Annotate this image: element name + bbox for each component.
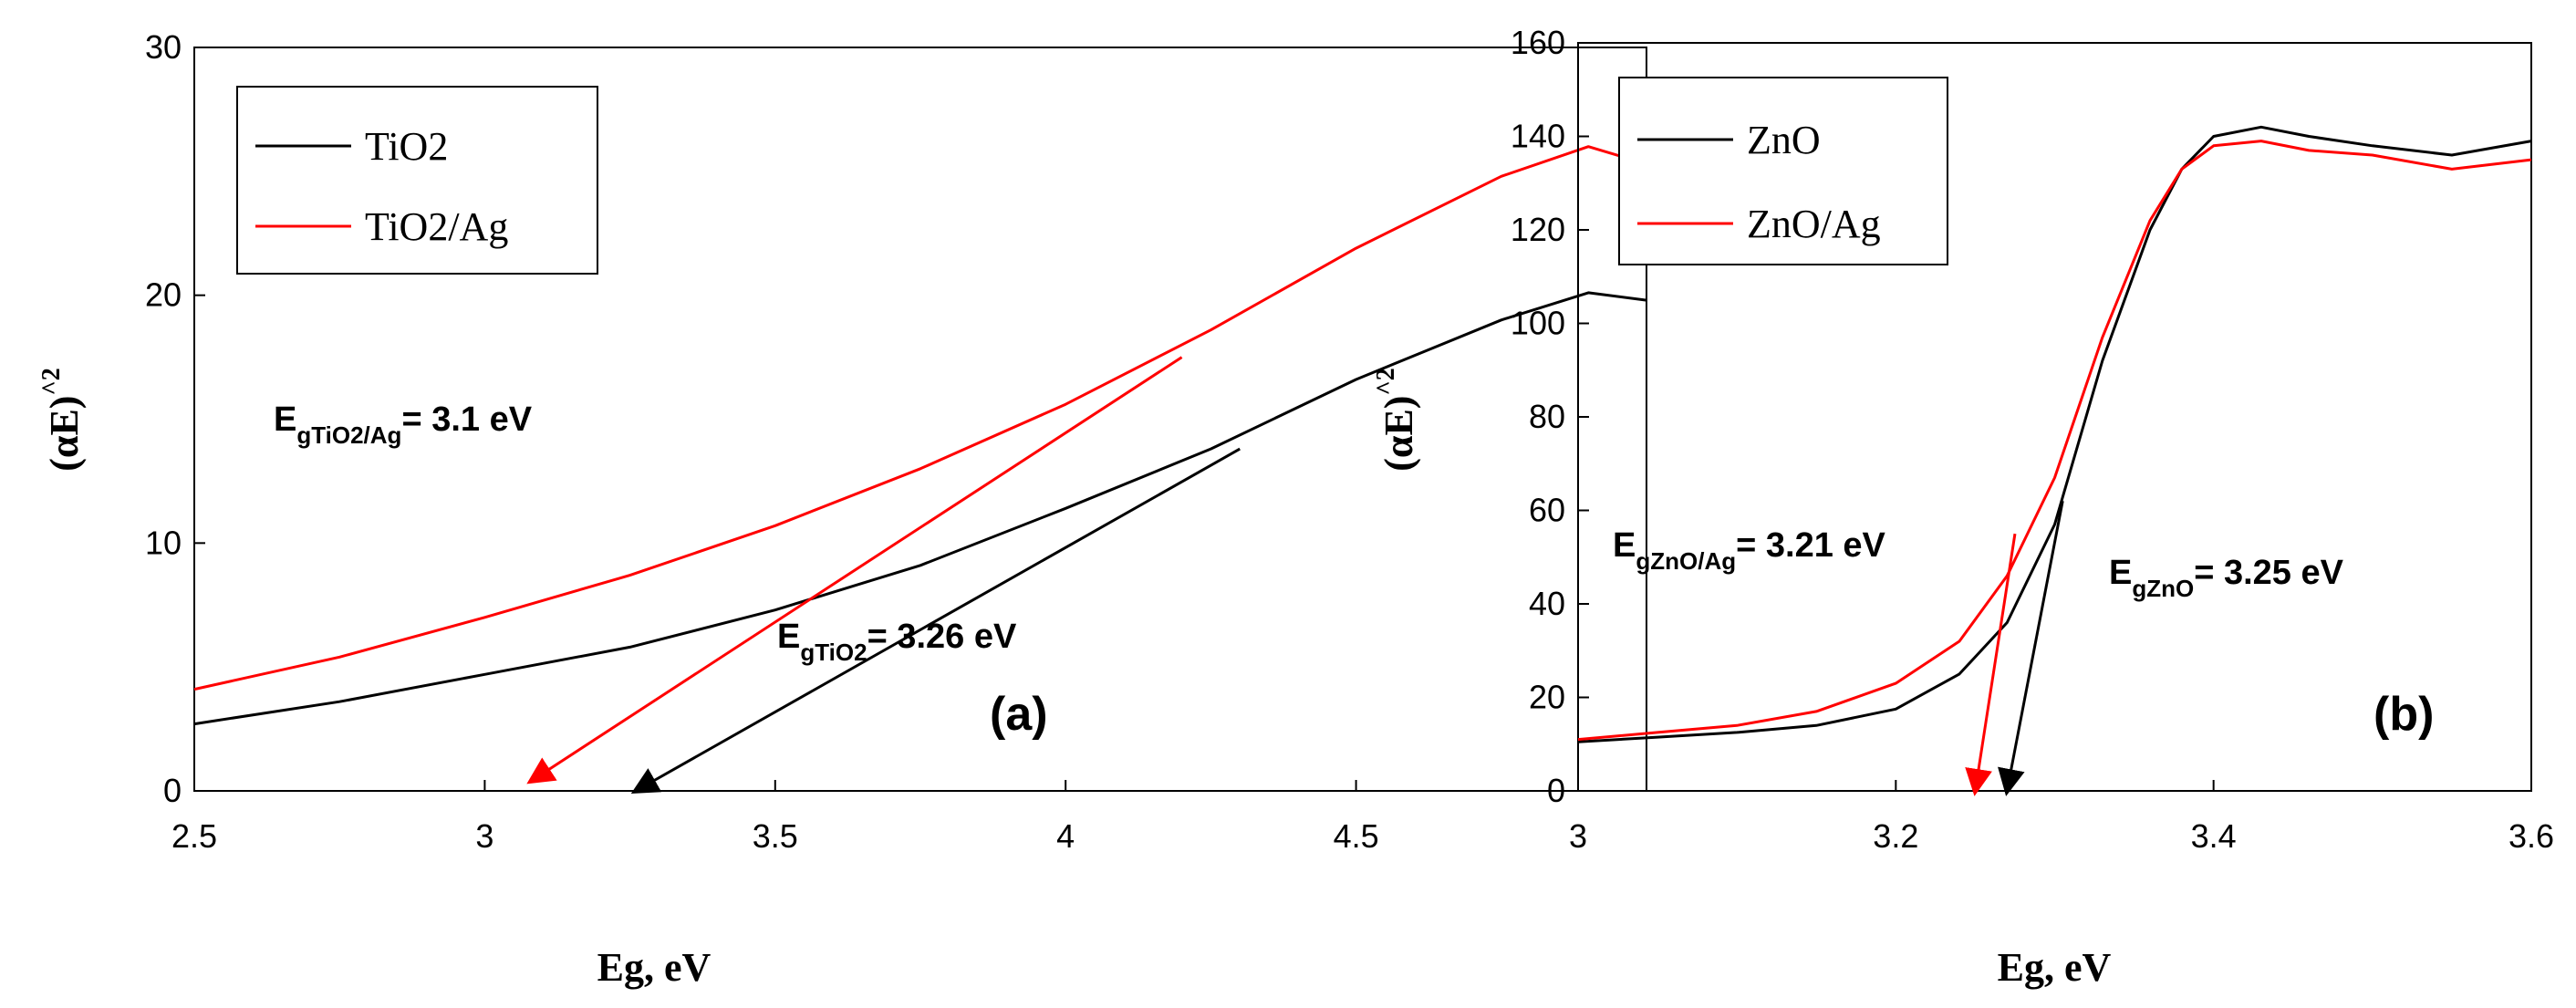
panel-a-y-axis-label: (αE)^2 [37,368,87,472]
panel-b-y-tick-label: 160 [1511,24,1565,61]
legend-label-zno: ZnO [1747,118,1821,162]
panel-a-x-tick-label: 2.5 [171,817,217,855]
panel-a-extrapolation-arrow-2 [630,447,1241,794]
annotation-egtio2: EgTiO2= 3.26 eV [777,618,1017,666]
legend-label-tio2-ag: TiO2/Ag [365,204,508,249]
panel-b-y-tick-label: 20 [1529,679,1565,716]
panel-a-legend: TiO2 TiO2/Ag [236,86,598,275]
legend-label-zno-ag: ZnO/Ag [1747,202,1881,246]
panel-b: 0 20 40 60 80 100 120 140 160 3 3.2 3.4 3.6 ZnO ZnO… [1372,24,2554,990]
panel-b-y-tick-label: 60 [1529,492,1565,529]
panel-a-y-tick-label: 20 [145,276,182,314]
panel-b-x-tick-label: 3.4 [2191,817,2237,855]
panel-a-y-tick-label: 10 [145,524,182,561]
panel-a-x-tick-label: 4.5 [1334,817,1379,855]
annotation-egznoag: EgZnO/Ag= 3.21 eV [1613,526,1886,575]
panel-a-x-axis-label: Eg, eV [597,945,712,990]
panel-a-x-tick-label: 3 [475,817,493,855]
panel-a-plot-area [193,47,1647,792]
annotation-egtio2ag: EgTiO2/Ag= 3.1 eV [274,400,533,449]
panel-label-a: (a) [990,688,1048,741]
panel-a-series-tio2 [193,291,1647,726]
panel-b-series-zno-ag [1577,140,2532,742]
svg-text:(αE)^2: (αE)^2 [1372,368,1421,472]
panel-b-x-axis-label: Eg, eV [1998,945,2112,990]
panel-b-y-tick-label: 100 [1511,305,1565,342]
svg-text:(αE)^2: (αE)^2 [37,368,87,472]
panel-b-y-tick-label: 40 [1529,585,1565,622]
panel-b-y-tick-label: 80 [1529,398,1565,435]
legend-label-tio2: TiO2 [365,124,448,169]
annotation-egzno: EgZnO= 3.25 eV [2109,554,2344,602]
panel-a-x-tick-label: 3.5 [753,817,798,855]
panel-b-x-tick-label: 3.2 [1873,817,1918,855]
panel-b-x-tick-label: 3 [1569,817,1587,855]
panel-a-y-tick-label: 30 [145,28,182,66]
panel-b-legend: ZnO ZnO/Ag [1618,77,1948,265]
panel-a-extrapolation-arrow-1 [526,356,1183,785]
panel-a-x-tick-label: 4 [1056,817,1075,855]
panel-b-x-tick-label: 3.6 [2508,817,2554,855]
panel-a-series-tio2-ag [193,145,1647,691]
panel-a-y-tick-label: 0 [163,772,182,809]
panel-b-y-tick-label: 140 [1511,118,1565,155]
panel-b-y-tick-label: 0 [1547,772,1565,809]
panel-label-b: (b) [2373,688,2434,741]
panel-b-series-zno [1577,125,2532,743]
panel-b-extrapolation-arrow-2 [1998,500,2064,796]
panel-b-y-tick-label: 120 [1511,211,1565,248]
panel-b-y-axis-label: (αE)^2 [1372,368,1421,472]
panel-b-extrapolation-arrow-1 [1965,533,2017,796]
